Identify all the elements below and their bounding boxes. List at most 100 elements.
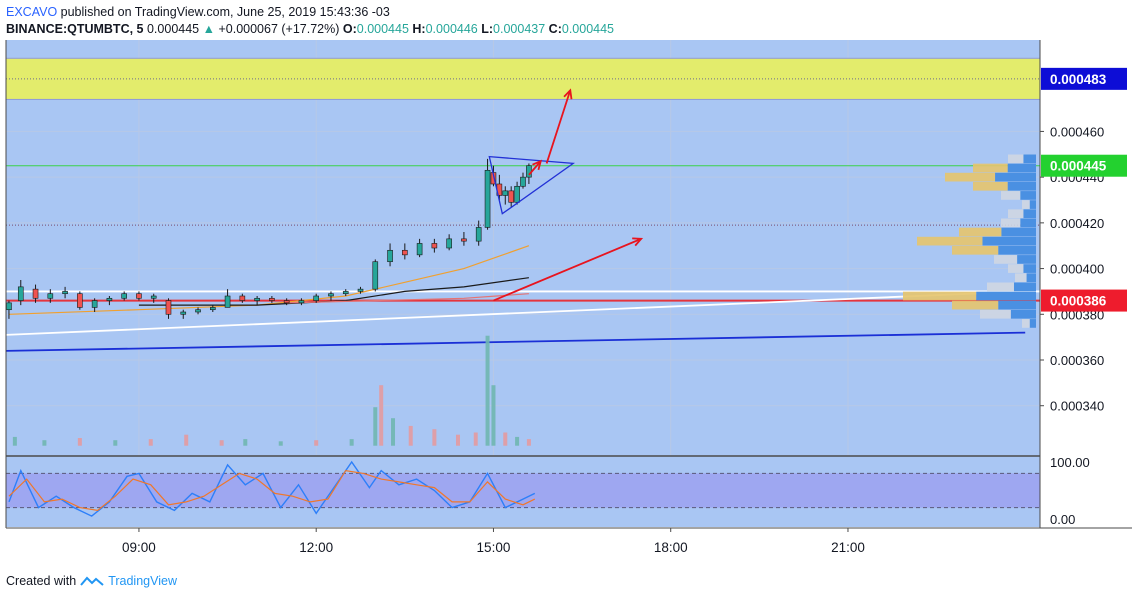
volume-profile-bar — [1022, 200, 1030, 209]
volume-profile-bar — [952, 300, 999, 310]
volume-profile-bar — [1023, 209, 1036, 219]
triangle-pattern — [488, 155, 576, 215]
volume-profile-bar — [917, 236, 983, 246]
forecast-arrow-head — [563, 88, 573, 100]
close-value: 0.000445 — [561, 22, 615, 36]
candle-body — [91, 300, 98, 308]
volume-bar — [113, 440, 118, 446]
candle-body — [269, 297, 275, 301]
candle-body — [32, 288, 39, 299]
tradingview-brand[interactable]: TradingView — [108, 574, 177, 588]
high-label: H: — [412, 22, 426, 36]
candle-body — [446, 238, 452, 249]
price-badge-label: 0.000445 — [1050, 159, 1107, 174]
footer: Created with TradingView — [6, 574, 177, 588]
volume-bar — [278, 441, 283, 446]
price-chart[interactable]: 0.0004600.0004400.0004200.0004000.000380… — [0, 40, 1132, 564]
volume-bar — [491, 385, 496, 446]
volume-profile-bar — [1007, 163, 1036, 173]
candle-body — [180, 311, 187, 315]
volume-profile-bar — [1001, 227, 1036, 237]
candle-body — [77, 293, 83, 308]
candle-body — [254, 297, 260, 301]
candle-body — [6, 302, 12, 311]
volume-bar — [432, 429, 437, 446]
volume-bar — [314, 440, 319, 446]
volume-bar — [379, 385, 384, 446]
volume-profile-bar — [1001, 218, 1021, 228]
change-value: +0.000067 (+17.72%) — [218, 22, 340, 36]
candle-body — [17, 286, 24, 301]
stochastic-pane[interactable] — [6, 455, 1040, 527]
volume-profile-bar — [998, 300, 1036, 310]
volume-profile-bar — [973, 163, 1008, 173]
volume-bar — [473, 432, 478, 446]
axis-layer: 0.0004600.0004400.0004200.0004000.000380… — [5, 40, 1132, 555]
y-tick-label: 0.000340 — [1050, 399, 1104, 414]
forecast-arrow-head — [632, 237, 644, 247]
symbol-label: BINANCE:QTUMBTC, 5 — [6, 22, 144, 36]
stochastic-d-line — [8, 469, 536, 512]
price-axis-background — [1040, 40, 1132, 528]
price-badge — [1041, 154, 1127, 177]
candle-body — [150, 295, 157, 299]
trendline — [5, 290, 1026, 336]
candle-body — [224, 295, 231, 308]
publisher-name[interactable]: EXCAVO — [6, 5, 58, 19]
stochastic-band — [6, 473, 1040, 508]
stoch-tick-label: 0.00 — [1050, 512, 1075, 527]
volume-bar — [77, 438, 82, 446]
volume-profile-bar — [1022, 319, 1030, 328]
up-arrow-icon: ▲ — [202, 22, 215, 36]
candle-body — [475, 227, 482, 242]
created-with-label: Created with — [6, 574, 77, 588]
volume-profile-bar — [1029, 200, 1036, 209]
candle-body — [484, 169, 491, 228]
volume-profile-bar — [1008, 154, 1024, 164]
tradingview-logo-icon — [80, 576, 104, 586]
trendline — [5, 331, 1026, 352]
volume-bar — [526, 439, 531, 446]
y-tick-label: 0.000420 — [1050, 216, 1104, 231]
candle-body — [387, 249, 393, 263]
candle-body — [502, 190, 509, 196]
volume-profile-bar — [1029, 319, 1036, 328]
volume-profile-bar — [1020, 191, 1036, 200]
candle-body — [431, 243, 438, 249]
volume-profile-bar — [1017, 255, 1036, 264]
candle-body — [47, 293, 54, 299]
low-label: L: — [481, 22, 494, 36]
candle-body — [165, 300, 172, 315]
candle-body — [283, 300, 290, 304]
stoch-tick-label: 100.00 — [1050, 455, 1090, 470]
forecast-arrow — [493, 238, 642, 302]
candle-body — [136, 293, 142, 299]
volume-bar — [12, 436, 17, 446]
forecast-arrow — [545, 90, 572, 164]
high-value: 0.000446 — [425, 22, 478, 36]
main-pane[interactable] — [5, 40, 1041, 527]
volume-bar — [42, 440, 47, 446]
publish-line: EXCAVO published on TradingView.com, Jun… — [6, 5, 390, 19]
moving-average-line — [286, 293, 529, 304]
candle-body — [298, 300, 305, 304]
candle-body — [514, 185, 520, 203]
last-price: 0.000445 — [146, 22, 200, 36]
volume-profile-bar — [959, 227, 1002, 237]
x-tick-label: 18:00 — [654, 540, 688, 555]
volume-bar — [456, 434, 461, 446]
candle-body — [195, 309, 201, 313]
volume-profile-bar — [1010, 309, 1036, 319]
candle-body — [357, 288, 364, 292]
forecast-arrow — [528, 160, 542, 176]
volume-bar — [408, 425, 413, 446]
candle-body — [372, 261, 379, 290]
volume-profile-bar — [1020, 218, 1036, 228]
published-text: published on TradingView.com, June 25, 2… — [60, 5, 390, 19]
volume-profile-bar — [945, 172, 996, 182]
y-tick-label: 0.000360 — [1050, 353, 1104, 368]
volume-profile-bar — [987, 282, 1014, 292]
close-label: C: — [548, 22, 562, 36]
price-badge — [1041, 67, 1127, 90]
candle-body — [416, 243, 423, 256]
